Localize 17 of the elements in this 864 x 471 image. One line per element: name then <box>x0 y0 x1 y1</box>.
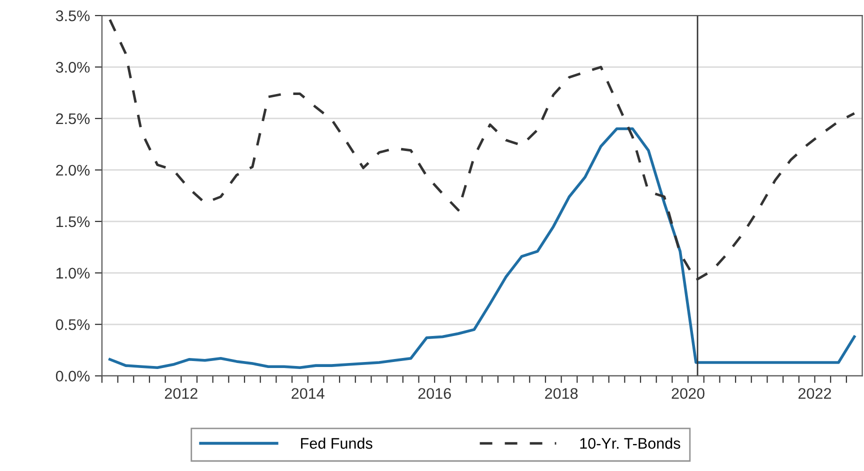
x-tick-label: 2014 <box>292 388 324 399</box>
x-tick-label: 2016 <box>418 388 451 399</box>
x-tick-label: 2012 <box>164 388 198 399</box>
x-tick-label: 2020 <box>672 388 704 399</box>
y-tick-label: 3.5% <box>56 10 90 22</box>
legend-label: Fed Funds <box>301 438 372 449</box>
y-tick-label: 2.0% <box>56 164 90 176</box>
y-tick-label: 0.0% <box>56 370 90 382</box>
y-tick-label: 1.0% <box>56 268 90 279</box>
line-series <box>108 127 856 370</box>
y-tick-label: 1.5% <box>56 216 90 228</box>
x-tick-label: 2022 <box>798 388 831 399</box>
legend-label: 10-Yr. T-Bonds <box>580 438 680 449</box>
y-tick-label: 2.5% <box>56 113 90 124</box>
x-tick-label: 2018 <box>545 388 578 399</box>
y-tick-label: 0.5% <box>56 319 90 330</box>
y-tick-label: 3.0% <box>56 62 90 73</box>
